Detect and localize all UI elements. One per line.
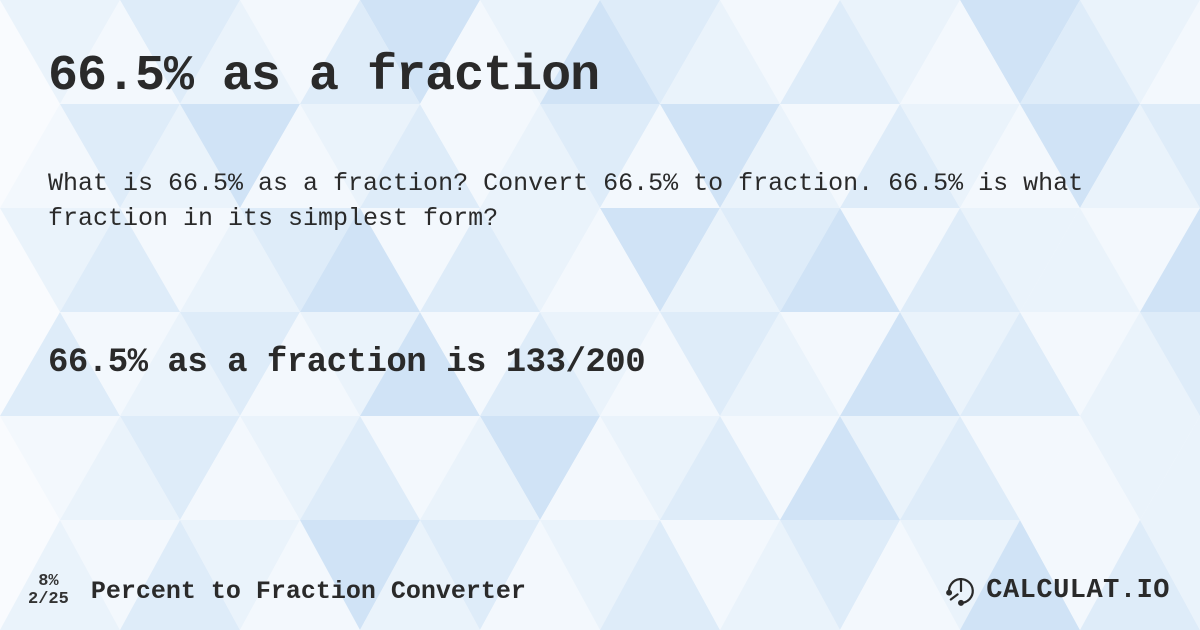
footer: 8% 2/25 Percent to Fraction Converter CA… (0, 552, 1200, 630)
fraction-icon-top: 8% (38, 573, 58, 591)
tool-name: Percent to Fraction Converter (91, 577, 526, 606)
description-text: What is 66.5% as a fraction? Convert 66.… (48, 167, 1148, 236)
brand-text: CALCULAT.IO (986, 576, 1170, 606)
answer-text: 66.5% as a fraction is 133/200 (48, 344, 1152, 382)
page-title: 66.5% as a fraction (48, 48, 1152, 105)
fraction-icon-bottom: 2/25 (28, 591, 69, 609)
footer-left: 8% 2/25 Percent to Fraction Converter (28, 573, 526, 609)
fraction-icon: 8% 2/25 (28, 573, 69, 609)
brand-glyph-icon (944, 574, 978, 608)
brand: CALCULAT.IO (944, 574, 1170, 608)
